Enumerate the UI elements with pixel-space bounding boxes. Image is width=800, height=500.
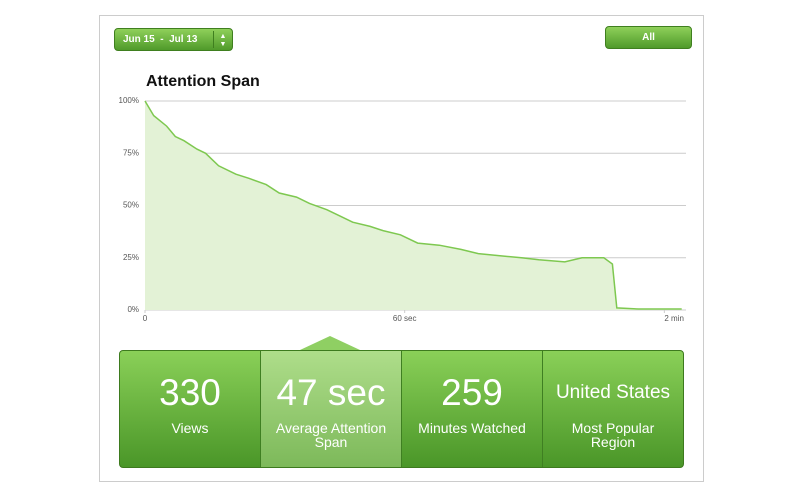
area-fill xyxy=(145,101,682,310)
y-tick-label: 50% xyxy=(123,201,139,210)
x-tick-label: 60 sec xyxy=(393,314,417,323)
date-range: Jun 15 - Jul 13 xyxy=(123,34,198,45)
dropdown-arrows[interactable]: ▲ ▼ xyxy=(213,31,232,48)
stat-cell[interactable]: 47 sec Average Attention Span xyxy=(261,351,402,467)
y-tick-label: 0% xyxy=(127,305,139,314)
stat-value: 330 xyxy=(159,372,221,413)
card xyxy=(99,15,704,482)
chart-title: Attention Span xyxy=(146,73,260,90)
stat-value: United States xyxy=(555,382,671,403)
filter-label: All xyxy=(642,32,655,43)
y-tick-label: 75% xyxy=(123,148,139,157)
area-line xyxy=(144,100,682,310)
stat-value: 47 sec xyxy=(276,372,386,413)
x-tick-label: 2 min xyxy=(664,314,684,323)
stat-label: Views xyxy=(171,420,209,436)
stats-panel: 330 Views 47 sec Average Attention Span 259 M… xyxy=(119,350,684,468)
stat-cell[interactable]: 330 Views xyxy=(120,351,261,467)
date-range-button[interactable]: Jun 15 - Jul 13 ▲ ▼ xyxy=(114,28,233,51)
stat-value: 259 xyxy=(441,372,503,413)
stat-label: Minutes Watched xyxy=(418,420,526,436)
stat-label: Most Popular Region xyxy=(571,420,655,450)
x-tick-label: 0 xyxy=(143,314,148,323)
y-tick-label: 100% xyxy=(119,96,139,105)
y-tick-label: 25% xyxy=(123,253,139,262)
stat-label: Average Attention Span xyxy=(275,420,387,450)
stat-cell[interactable]: 259 Minutes Watched xyxy=(402,351,543,467)
stat-cell[interactable]: United States Most Popular Region xyxy=(543,351,683,467)
filter-button[interactable]: All xyxy=(605,26,692,49)
selection-pointer xyxy=(300,336,360,350)
